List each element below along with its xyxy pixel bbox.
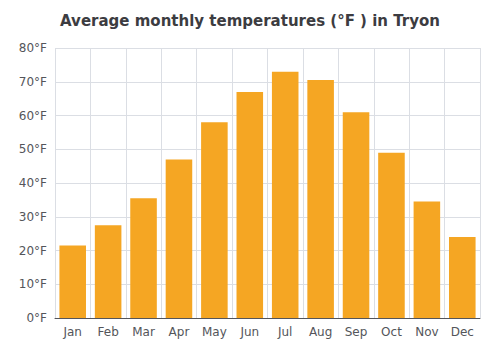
svg-text:Dec: Dec	[451, 325, 474, 339]
svg-text:70°F: 70°F	[19, 75, 47, 89]
svg-text:40°F: 40°F	[19, 176, 47, 190]
svg-text:Mar: Mar	[132, 325, 155, 339]
svg-text:May: May	[202, 325, 227, 339]
svg-text:Jan: Jan	[62, 325, 82, 339]
svg-text:Aug: Aug	[309, 325, 332, 339]
svg-text:10°F: 10°F	[19, 277, 47, 291]
svg-text:30°F: 30°F	[19, 210, 47, 224]
svg-text:Feb: Feb	[98, 325, 119, 339]
svg-text:0°F: 0°F	[26, 311, 47, 325]
svg-text:Jun: Jun	[239, 325, 259, 339]
svg-text:Oct: Oct	[381, 325, 402, 339]
svg-text:Average monthly temperatures (: Average monthly temperatures (°F ) in Tr…	[60, 12, 440, 30]
svg-text:80°F: 80°F	[19, 41, 47, 55]
svg-text:Jul: Jul	[277, 325, 292, 339]
svg-text:50°F: 50°F	[19, 142, 47, 156]
svg-text:60°F: 60°F	[19, 109, 47, 123]
svg-text:Nov: Nov	[415, 325, 438, 339]
svg-text:Apr: Apr	[169, 325, 190, 339]
svg-text:20°F: 20°F	[19, 244, 47, 258]
svg-text:Sep: Sep	[345, 325, 368, 339]
